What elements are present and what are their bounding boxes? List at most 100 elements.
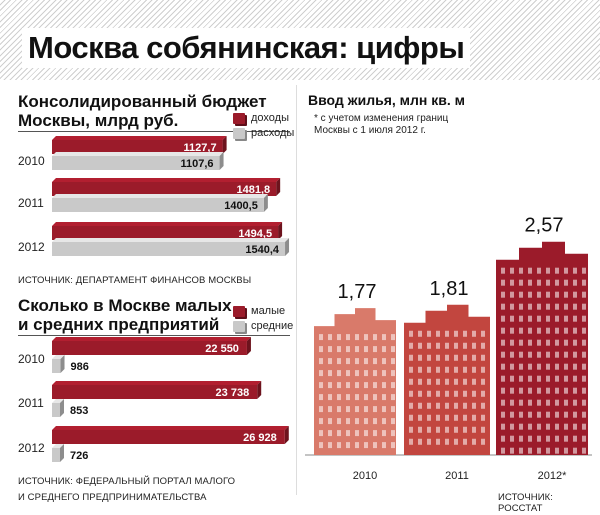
expense-value-2010: 1107,6 bbox=[181, 158, 214, 170]
building-window bbox=[564, 351, 568, 358]
building-window bbox=[355, 430, 359, 437]
building-window bbox=[373, 418, 377, 425]
legend-label: малые bbox=[251, 305, 286, 317]
bar-side bbox=[257, 381, 262, 399]
building-window bbox=[582, 411, 586, 418]
building-window bbox=[337, 382, 341, 389]
building-window bbox=[501, 435, 505, 442]
building-window bbox=[481, 390, 485, 397]
income-value-2010: 1127,7 bbox=[184, 142, 217, 154]
building-window bbox=[346, 382, 350, 389]
building-window bbox=[528, 291, 532, 298]
income-value-2012: 1494,5 bbox=[238, 228, 272, 240]
building-window bbox=[319, 358, 323, 365]
building-window bbox=[537, 399, 541, 406]
building-window bbox=[355, 382, 359, 389]
housing-bar-2010 bbox=[314, 308, 396, 455]
small-companies-bar-2012 bbox=[52, 426, 289, 444]
building-window bbox=[373, 358, 377, 365]
building-window bbox=[319, 430, 323, 437]
building-window bbox=[528, 387, 532, 394]
building-window bbox=[573, 267, 577, 274]
building-window bbox=[555, 447, 559, 454]
building-window bbox=[582, 351, 586, 358]
legend-swatch-grey bbox=[233, 320, 245, 332]
building-window bbox=[337, 346, 341, 353]
building-window bbox=[481, 342, 485, 349]
building-window bbox=[418, 378, 422, 385]
bar-top bbox=[52, 222, 283, 226]
building-window bbox=[519, 267, 523, 274]
building-window bbox=[537, 351, 541, 358]
building-window bbox=[481, 378, 485, 385]
housing-note-line1: * с учетом изменения границ bbox=[314, 113, 449, 124]
building-window bbox=[582, 315, 586, 322]
medium-companies-value-2011: 853 bbox=[70, 405, 88, 417]
building-window bbox=[510, 279, 514, 286]
bar-face bbox=[52, 226, 279, 240]
building-window bbox=[373, 430, 377, 437]
bar-side bbox=[246, 337, 251, 355]
building-window bbox=[510, 315, 514, 322]
housing-value-2011: 1,81 bbox=[430, 278, 469, 300]
building-window bbox=[555, 303, 559, 310]
column-divider bbox=[296, 85, 297, 495]
budget-chart: 2010 1127,7 1107,6 2011 1481,8 1400,5 2012 1494… bbox=[18, 136, 290, 256]
building-window bbox=[546, 327, 550, 334]
building-window bbox=[582, 435, 586, 442]
building-window bbox=[391, 346, 395, 353]
building-window bbox=[409, 438, 413, 445]
building-window bbox=[436, 378, 440, 385]
expense-value-2012: 1540,4 bbox=[245, 244, 280, 256]
building-window bbox=[382, 406, 386, 413]
building-window bbox=[445, 378, 449, 385]
building-window bbox=[564, 339, 568, 346]
building-window bbox=[537, 303, 541, 310]
building-window bbox=[328, 382, 332, 389]
building-window bbox=[564, 315, 568, 322]
building-window bbox=[328, 358, 332, 365]
building-window bbox=[373, 442, 377, 449]
building-window bbox=[472, 330, 476, 337]
building-window bbox=[564, 387, 568, 394]
building-window bbox=[501, 279, 505, 286]
building-window bbox=[528, 375, 532, 382]
building-window bbox=[418, 366, 422, 373]
building-window bbox=[436, 438, 440, 445]
building-window bbox=[319, 382, 323, 389]
building-window bbox=[364, 382, 368, 389]
year-label-2011: 2011 bbox=[18, 396, 44, 410]
bar-side bbox=[276, 178, 281, 196]
bar-top bbox=[52, 152, 224, 156]
building-window bbox=[319, 442, 323, 449]
building-window bbox=[537, 339, 541, 346]
building-window bbox=[528, 363, 532, 370]
building-window bbox=[546, 375, 550, 382]
expense-value-2011: 1400,5 bbox=[224, 200, 258, 212]
building-window bbox=[573, 363, 577, 370]
bar-face bbox=[52, 385, 258, 399]
building-window bbox=[519, 447, 523, 454]
building-window bbox=[582, 399, 586, 406]
building-window bbox=[555, 267, 559, 274]
building-window bbox=[528, 411, 532, 418]
building-window bbox=[528, 327, 532, 334]
building-window bbox=[582, 291, 586, 298]
building-window bbox=[528, 279, 532, 286]
building-window bbox=[454, 330, 458, 337]
building-window bbox=[346, 418, 350, 425]
building-window bbox=[573, 435, 577, 442]
building-window bbox=[463, 354, 467, 361]
building-window bbox=[564, 267, 568, 274]
building-window bbox=[409, 390, 413, 397]
building-window bbox=[382, 442, 386, 449]
bar-top bbox=[52, 136, 227, 140]
budget-legend-expense: расходы bbox=[233, 127, 294, 139]
building-window bbox=[528, 351, 532, 358]
income-bar-2012 bbox=[52, 222, 283, 240]
housing-bar-2011 bbox=[404, 304, 490, 455]
year-label-2012: 2012 bbox=[18, 441, 45, 455]
building-window bbox=[501, 375, 505, 382]
building-window bbox=[555, 387, 559, 394]
